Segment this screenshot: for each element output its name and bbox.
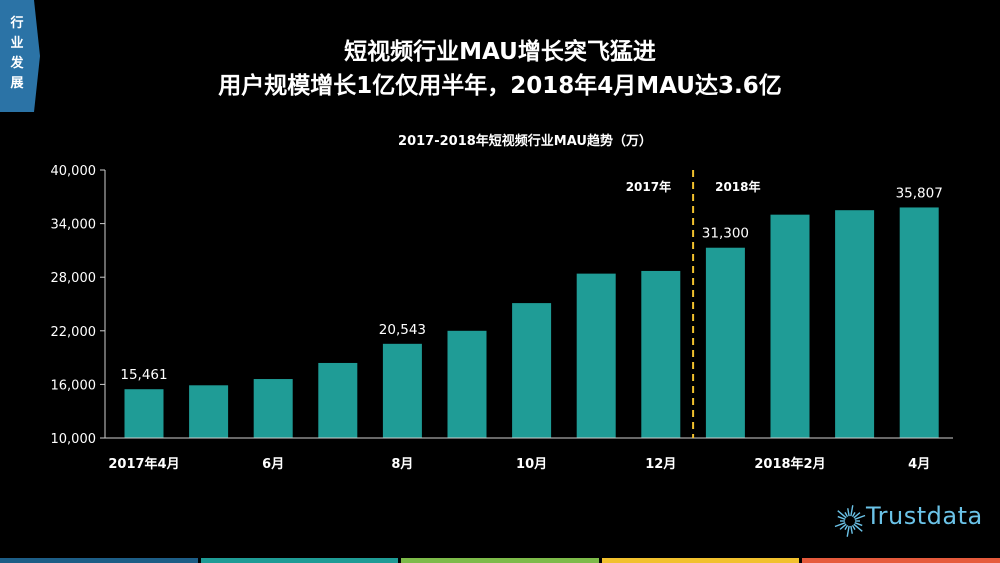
bar [641, 270, 681, 438]
strip-segment-3 [401, 558, 599, 563]
x-tick-label: 10月 [516, 457, 547, 472]
strip-segment-1 [0, 558, 198, 563]
bar [189, 385, 229, 438]
bar [576, 273, 616, 438]
section-tab-arrow [34, 0, 40, 112]
strip-segment-4 [601, 558, 800, 563]
x-tick-label: 4月 [908, 457, 930, 472]
bar [124, 389, 164, 438]
bar [705, 247, 745, 438]
page-title-line2: 用户规模增长1亿仅用半年，2018年4月MAU达3.6亿 [218, 73, 782, 99]
data-label: 35,807 [896, 185, 943, 201]
strip-segment-5 [802, 558, 1000, 563]
data-label: 15,461 [120, 367, 167, 383]
x-tick-label: 8月 [391, 457, 413, 472]
bar [382, 343, 422, 438]
trustdata-logo: Trustdata [830, 495, 990, 545]
y-tick-label: 28,000 [51, 271, 97, 286]
x-tick-label: 6月 [262, 457, 284, 472]
data-label: 31,300 [702, 226, 749, 242]
x-tick-label: 12月 [645, 457, 676, 472]
y-tick-label: 16,000 [51, 378, 97, 393]
bar [318, 362, 358, 438]
bar [447, 330, 487, 438]
divider-label-2017: 2017年 [626, 179, 671, 194]
chart-title: 2017-2018年短视频行业MAU趋势（万） [398, 134, 652, 149]
bar [512, 303, 552, 438]
brand-name: Trustdata [866, 502, 983, 530]
bar [770, 214, 810, 438]
page-title-line1: 短视频行业MAU增长突飞猛进 [344, 39, 656, 65]
y-tick-label: 40,000 [51, 164, 97, 179]
data-label: 20,543 [379, 322, 426, 338]
bar [899, 207, 939, 438]
bar [253, 379, 293, 438]
x-tick-label: 2018年2月 [754, 456, 825, 472]
strip-segment-2 [200, 558, 399, 563]
section-tab: 行业发展 [0, 0, 34, 112]
x-tick-label: 2017年4月 [108, 456, 179, 472]
starburst-icon [834, 505, 866, 537]
divider-label-2018: 2018年 [715, 179, 760, 194]
y-tick-label: 22,000 [51, 325, 97, 340]
y-tick-label: 10,000 [51, 432, 97, 447]
bottom-color-strip [0, 558, 1000, 563]
bar [835, 210, 875, 438]
section-tab-label: 行业发展 [10, 16, 24, 91]
y-tick-label: 34,000 [51, 218, 97, 233]
